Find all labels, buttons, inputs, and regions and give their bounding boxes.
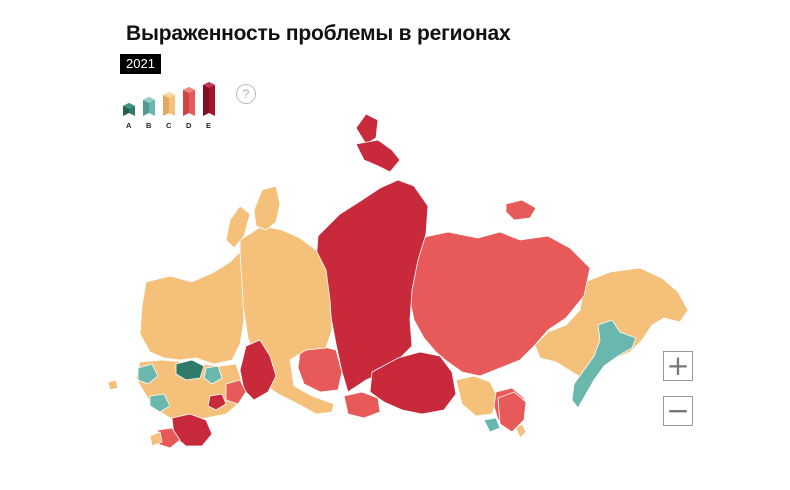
legend-bar-e-top [203, 82, 215, 88]
legend-bar-d [183, 87, 189, 116]
region-leningrad[interactable] [137, 363, 159, 385]
legend-item-c[interactable]: C [163, 92, 175, 130]
legend-item-a[interactable]: A [123, 103, 135, 130]
legend-label-a: A [126, 121, 132, 130]
region-irkutsk[interactable] [369, 351, 457, 415]
page-title: Выраженность проблемы в регионах [126, 22, 511, 45]
region-arctic-islands[interactable] [505, 199, 537, 221]
region-kuril[interactable] [515, 423, 527, 439]
region-taimyr-islands-2[interactable] [355, 139, 401, 173]
zoom-out-button[interactable]: − [663, 396, 693, 426]
legend-bar-a-top [123, 103, 135, 109]
region-moscow[interactable] [175, 359, 205, 381]
region-belgorod[interactable] [149, 393, 171, 413]
year-selector[interactable]: 2021 [120, 54, 161, 74]
region-altai[interactable] [343, 391, 381, 419]
legend-item-d[interactable]: D [183, 87, 195, 130]
region-tatarstan[interactable] [203, 365, 223, 385]
legend-label-d: D [186, 121, 192, 130]
legend-label-c: C [166, 121, 172, 130]
region-sakhalin[interactable] [497, 391, 527, 433]
region-european-north[interactable] [139, 251, 245, 365]
help-button[interactable]: ? [236, 84, 256, 104]
region-taimyr-islands[interactable] [355, 113, 379, 145]
legend-item-e[interactable]: E [203, 82, 215, 130]
legend-bar-d-face [189, 87, 195, 116]
legend-label-b: B [146, 121, 152, 130]
region-primorye[interactable] [483, 417, 501, 433]
region-novaya-zemlya[interactable] [225, 205, 251, 249]
legend-bar-e [203, 82, 209, 116]
region-crimea[interactable] [149, 431, 163, 447]
region-zabaikalsky[interactable] [455, 375, 499, 417]
legend-bar-c-top [163, 92, 175, 98]
legend: A B C D E [123, 82, 215, 130]
legend-bar-d-top [183, 87, 195, 93]
region-pacific-coast[interactable] [571, 319, 637, 409]
legend-label-e: E [206, 121, 211, 130]
region-samara[interactable] [225, 379, 247, 405]
legend-bar-c-face [169, 92, 175, 116]
zoom-in-button[interactable]: + [663, 351, 693, 381]
region-tomsk[interactable] [297, 345, 343, 393]
legend-item-b[interactable]: B [143, 97, 155, 130]
legend-bar-e-face [209, 82, 215, 116]
region-yakutia[interactable] [409, 231, 591, 377]
legend-bar-c [163, 92, 169, 116]
region-kaliningrad[interactable] [107, 379, 119, 391]
region-yamal[interactable] [253, 185, 281, 231]
region-krasnoyarsk[interactable] [315, 179, 429, 393]
region-orenburg[interactable] [207, 393, 227, 411]
region-urals[interactable] [239, 339, 277, 401]
legend-bar-b-top [143, 97, 155, 103]
